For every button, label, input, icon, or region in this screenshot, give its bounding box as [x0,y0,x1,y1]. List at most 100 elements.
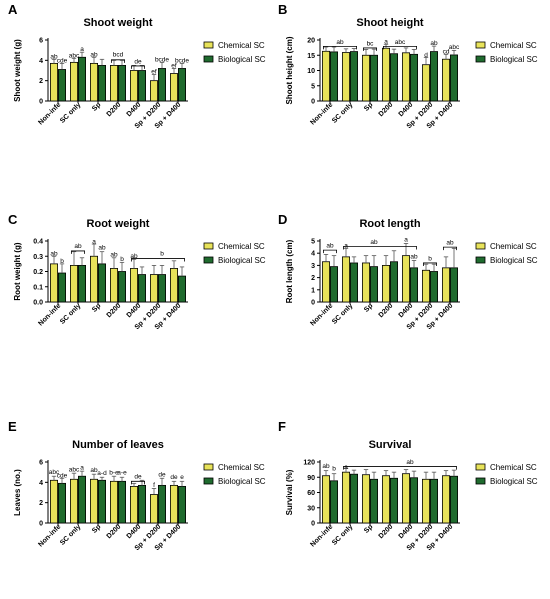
significance-bracket [323,249,337,254]
bar [118,271,127,303]
y-tick-label: 4 [39,58,43,65]
bar [98,263,107,303]
y-tick-label: 1 [311,287,315,294]
x-tick-label: D400 [398,302,415,319]
y-tick-label: 6 [39,38,43,45]
panel-letter: F [278,419,286,434]
bar [90,478,99,524]
legend-swatch-chemical [203,242,214,250]
significance-label: a-d [97,470,107,477]
bar [329,480,338,524]
significance-label: a [344,243,348,250]
y-tick-label: 90 [307,475,315,482]
bar [441,58,450,102]
significance-label: ab [90,467,98,474]
significance-label: de [170,474,178,481]
x-tick-label: SC only [331,523,354,546]
y-axis-label: Leaves (no.) [13,469,22,516]
significance-bracket [343,246,417,250]
x-tick-label: D400 [126,101,143,118]
y-axis-label: Shoot height (cm) [285,36,294,104]
legend-swatch-chemical [203,463,214,471]
significance-label: cd [443,48,450,55]
y-tick-label: 15 [307,53,315,60]
panel-C: C Root weight Root weight (g) 0.0 0.1 0.2 0.3 0… [8,212,266,331]
chart-title: Survival [369,439,412,451]
bar [129,268,138,303]
significance-label: ab [50,250,58,257]
bar [349,51,358,102]
bar [441,267,450,303]
y-tick-label: 0.1 [33,284,43,291]
bar [58,69,67,102]
y-tick-label: 5 [311,239,315,246]
bar [110,65,119,102]
bar [401,255,410,303]
significance-label: ab [336,39,344,46]
bar [321,50,330,102]
bar [149,80,158,102]
bar [137,484,146,524]
significance-label: d [424,52,428,59]
y-tick-label: 2 [39,500,43,507]
bar [137,274,146,303]
bar [177,485,186,524]
bar [369,266,378,303]
significance-label: ab [370,239,378,246]
legend-swatch-chemical [203,41,214,49]
significance-label: abc [395,39,406,46]
x-tick-label: Sp [91,523,102,534]
legend-swatch-biological [475,477,486,485]
bar [98,65,107,102]
significance-bracket [383,46,417,50]
bar [98,479,107,524]
panel-letter: A [8,2,18,17]
y-tick-label: 5 [311,83,315,90]
significance-label: bcd [113,51,124,58]
bar [70,478,79,524]
x-tick-label: Sp [91,101,102,112]
bar [321,475,330,524]
bar [177,68,186,102]
y-tick-label: 30 [307,505,315,512]
bar [389,261,398,303]
y-axis-label: Root length (cm) [285,239,294,303]
significance-label: a [404,237,408,244]
significance-bracket [443,246,457,251]
x-tick-label: Sp [91,302,102,313]
y-tick-label: 0 [311,521,315,528]
bar [421,269,430,303]
bar [429,271,438,303]
significance-label: ab [406,459,414,466]
significance-label: f [153,482,155,489]
bar [421,478,430,524]
bar [449,54,458,102]
bar [409,53,418,102]
panel-letter: B [278,2,287,17]
significance-label: ab [50,53,58,60]
legend-swatch-biological [475,256,486,264]
x-tick-label: D400 [126,302,143,319]
bar [50,62,59,102]
x-tick-label: Sp [363,523,374,534]
y-axis-label: Shoot weight (g) [13,39,22,102]
y-tick-label: 0.3 [33,254,43,261]
significance-label: ab [98,244,106,251]
bar [401,473,410,524]
significance-label: de [158,472,166,479]
bar [78,56,87,102]
significance-label: b [60,258,64,265]
bar [409,267,418,303]
x-tick-label: D200 [378,101,395,118]
legend-swatch-biological [203,55,214,63]
significance-label: ab [326,243,334,250]
y-tick-label: 20 [307,38,315,45]
bar [329,266,338,303]
legend-swatch-chemical [475,242,486,250]
bar [110,480,119,524]
legend-label-chemical: Chemical SC [490,41,537,50]
significance-label: abc [69,52,80,59]
x-tick-label: SC only [331,302,354,325]
